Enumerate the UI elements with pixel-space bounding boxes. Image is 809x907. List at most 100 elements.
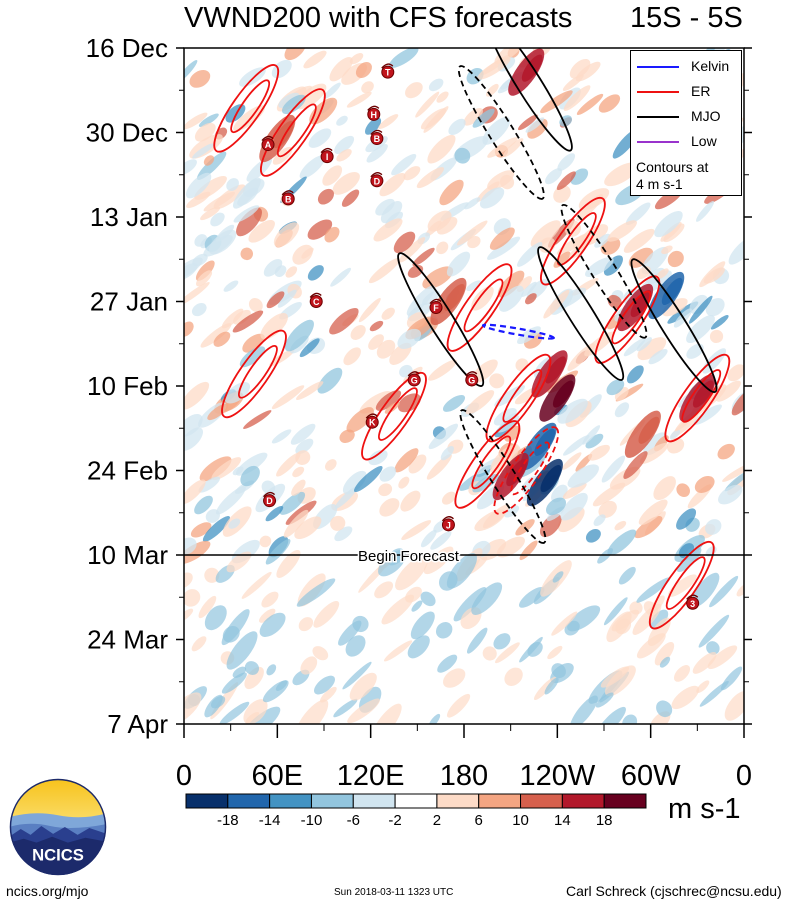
anomaly-blob: [420, 529, 437, 548]
anomaly-blob: [223, 280, 239, 292]
anomaly-blob: [317, 188, 334, 205]
anomaly-blob: [436, 241, 449, 255]
anomaly-blob: [562, 74, 584, 91]
storm-marker-label: C: [313, 297, 320, 307]
anomaly-blob: [219, 701, 250, 724]
er-contour-inner: [378, 387, 418, 441]
storm-marker-label: B: [374, 134, 381, 144]
anomaly-blob: [303, 50, 327, 69]
anomaly-blob: [240, 465, 260, 487]
anomaly-blob: [699, 680, 729, 707]
anomaly-blob: [346, 91, 372, 108]
anomaly-blob: [694, 475, 715, 493]
anomaly-blob: [622, 714, 638, 724]
anomaly-blob: [443, 668, 466, 688]
storm-marker: F: [429, 298, 443, 315]
storm-marker: 3: [686, 594, 700, 610]
anomaly-blob: [266, 664, 277, 676]
anomaly-blob: [416, 167, 445, 189]
anomaly-blob: [184, 608, 194, 622]
anomaly-blob: [298, 617, 314, 632]
anomaly-blob: [342, 470, 367, 495]
anomaly-blob: [191, 636, 207, 652]
storm-marker: B: [370, 129, 384, 146]
anomaly-blob: [472, 108, 495, 128]
storm-marker-label: D: [374, 176, 381, 186]
anomaly-blob: [415, 91, 440, 118]
storm-marker-label: H: [371, 110, 378, 120]
anomaly-blob: [210, 695, 226, 709]
anomaly-blob: [472, 473, 499, 493]
anomaly-blob: [221, 308, 244, 329]
er-contour-inner: [510, 441, 551, 496]
anomaly-blob: [341, 189, 360, 207]
anomaly-blob: [521, 54, 543, 82]
storm-marker: B: [281, 190, 295, 206]
anomaly-blob: [248, 298, 263, 313]
anomaly-blob: [676, 483, 690, 497]
anomaly-blob: [688, 295, 713, 324]
anomaly-blob: [334, 135, 355, 154]
storm-marker-label: G: [468, 375, 475, 385]
anomaly-blob: [184, 112, 208, 130]
anomaly-blob: [381, 594, 415, 625]
anomaly-blob: [388, 48, 419, 68]
anomaly-blob: [374, 581, 394, 599]
er-contour-inner: [665, 556, 706, 610]
anomaly-blob: [312, 646, 329, 661]
footer-url[interactable]: ncics.org/mjo: [6, 883, 89, 899]
anomaly-blob: [446, 553, 477, 589]
anomaly-blob: [606, 379, 625, 396]
anomaly-blob: [442, 395, 466, 412]
y-axis: 16 Dec 30 Dec 13 Jan 27 Jan 10 Feb 24 Feb 10 M…: [86, 33, 752, 739]
anomaly-blob: [561, 452, 582, 470]
legend-note: Contours at 4 m s-1: [636, 159, 740, 193]
legend-item-low: Low: [631, 130, 743, 154]
colorbar-label: -10: [301, 812, 323, 829]
anomaly-blob: [479, 187, 505, 209]
anomaly-blob: [463, 107, 483, 126]
anomaly-blob: [540, 465, 562, 493]
anomaly-blob: [653, 476, 676, 501]
anomaly-blob: [710, 315, 729, 330]
anomaly-blob: [329, 57, 353, 82]
ncics-logo[interactable]: NCICS: [9, 778, 107, 876]
anomaly-blob: [210, 212, 225, 227]
anomaly-blob: [224, 382, 251, 404]
colorbar: -18 -14 -10 -6 -2 2 6 10 14 18: [185, 793, 647, 829]
anomaly-blob: [199, 456, 232, 482]
anomaly-blob: [552, 571, 564, 583]
anomaly-blob: [570, 695, 598, 724]
anomaly-blob: [244, 666, 264, 690]
colorbar-swatch: [520, 793, 563, 809]
x-tick-label: 60E: [252, 760, 304, 792]
storm-marker-label: B: [285, 194, 292, 204]
anomaly-blob: [440, 446, 454, 461]
anomaly-blob: [727, 364, 744, 382]
anomaly-blob: [607, 220, 637, 242]
anomaly-blob: [467, 236, 481, 249]
anomaly-blob: [190, 522, 212, 538]
anomaly-blob: [521, 281, 537, 297]
mjo-contour: [397, 252, 485, 387]
storm-marker: T: [381, 63, 395, 79]
anomaly-blob: [295, 699, 329, 724]
anomaly-blob: [693, 404, 722, 425]
anomaly-blob: [601, 455, 626, 483]
anomaly-blob: [407, 635, 430, 659]
storm-markers: T H A B I D B C F G G K D J 3: [261, 63, 700, 610]
mjo-contour: [537, 246, 625, 381]
mjo-contour: [459, 409, 547, 544]
anomaly-blob: [308, 128, 332, 148]
anomaly-blob: [405, 82, 423, 99]
anomaly-blob: [184, 159, 197, 176]
anomaly-blob: [428, 713, 441, 724]
anomaly-blob: [184, 540, 211, 565]
anomaly-blob: [320, 686, 337, 703]
anomaly-blob: [194, 122, 216, 142]
er-contour: [648, 540, 715, 630]
x-tick-label: 180: [440, 760, 488, 792]
anomaly-blob: [307, 219, 333, 240]
anomaly-blob: [260, 312, 288, 340]
anomaly-blob: [545, 168, 563, 185]
